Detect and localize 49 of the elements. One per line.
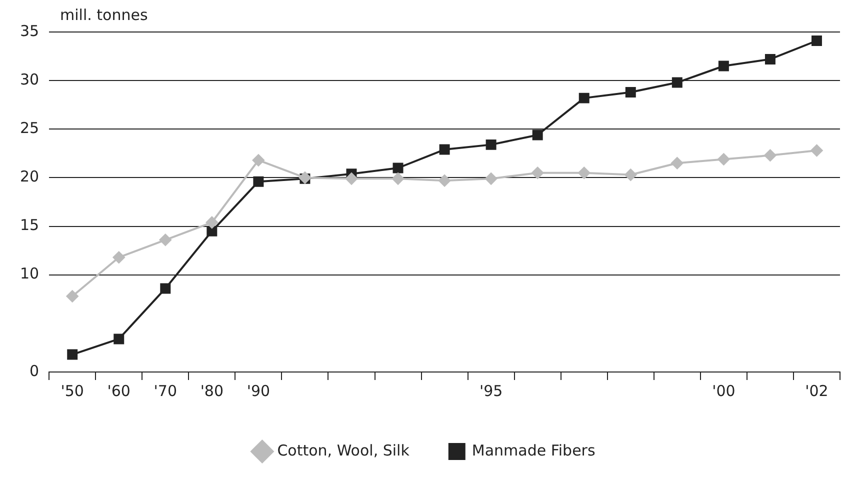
- x-tick-label: '00: [712, 382, 736, 400]
- point: [764, 149, 776, 162]
- point: [764, 54, 776, 64]
- point: [532, 166, 544, 179]
- point: [392, 172, 404, 185]
- x-tick-label: '95: [479, 382, 503, 400]
- point: [392, 162, 404, 174]
- point: [114, 334, 124, 344]
- point: [810, 144, 823, 157]
- x-tick-label: '80: [200, 382, 224, 400]
- x-tick-label: '02: [805, 382, 828, 400]
- point: [206, 226, 218, 236]
- point: [671, 157, 684, 170]
- point: [160, 283, 171, 294]
- point: [345, 172, 358, 185]
- x-tick-label: '60: [107, 382, 130, 400]
- y-tick-label: 15: [20, 216, 40, 234]
- y-tick-label: 25: [20, 119, 40, 138]
- y-axis-title: mill. tonnes: [60, 6, 148, 24]
- point: [718, 153, 730, 166]
- point: [438, 174, 451, 187]
- x-tick-label: '90: [246, 382, 270, 400]
- point: [578, 92, 590, 104]
- point: [159, 234, 172, 246]
- y-tick-label: 0: [30, 362, 40, 380]
- x-tick-label: '70: [154, 382, 178, 400]
- point: [718, 60, 729, 72]
- x-tick-label: '50: [60, 382, 84, 400]
- y-tick-label: 30: [20, 70, 40, 88]
- point: [578, 166, 590, 179]
- point: [624, 168, 637, 181]
- point: [112, 251, 125, 264]
- point: [625, 86, 636, 98]
- y-tick-label: 20: [20, 168, 40, 186]
- y-tick-label: 10: [20, 264, 40, 283]
- point: [252, 154, 264, 166]
- point: [486, 139, 496, 150]
- point: [532, 130, 543, 140]
- legend-label: Cotton, Wool, Silk: [277, 441, 410, 460]
- point: [206, 216, 218, 228]
- point: [672, 77, 682, 88]
- point: [67, 349, 78, 360]
- point: [253, 176, 264, 187]
- point: [485, 172, 498, 185]
- y-tick-label: 35: [20, 22, 40, 40]
- point: [439, 144, 450, 155]
- point: [811, 36, 822, 46]
- point: [66, 290, 78, 302]
- legend-label: Manmade Fibers: [472, 441, 596, 460]
